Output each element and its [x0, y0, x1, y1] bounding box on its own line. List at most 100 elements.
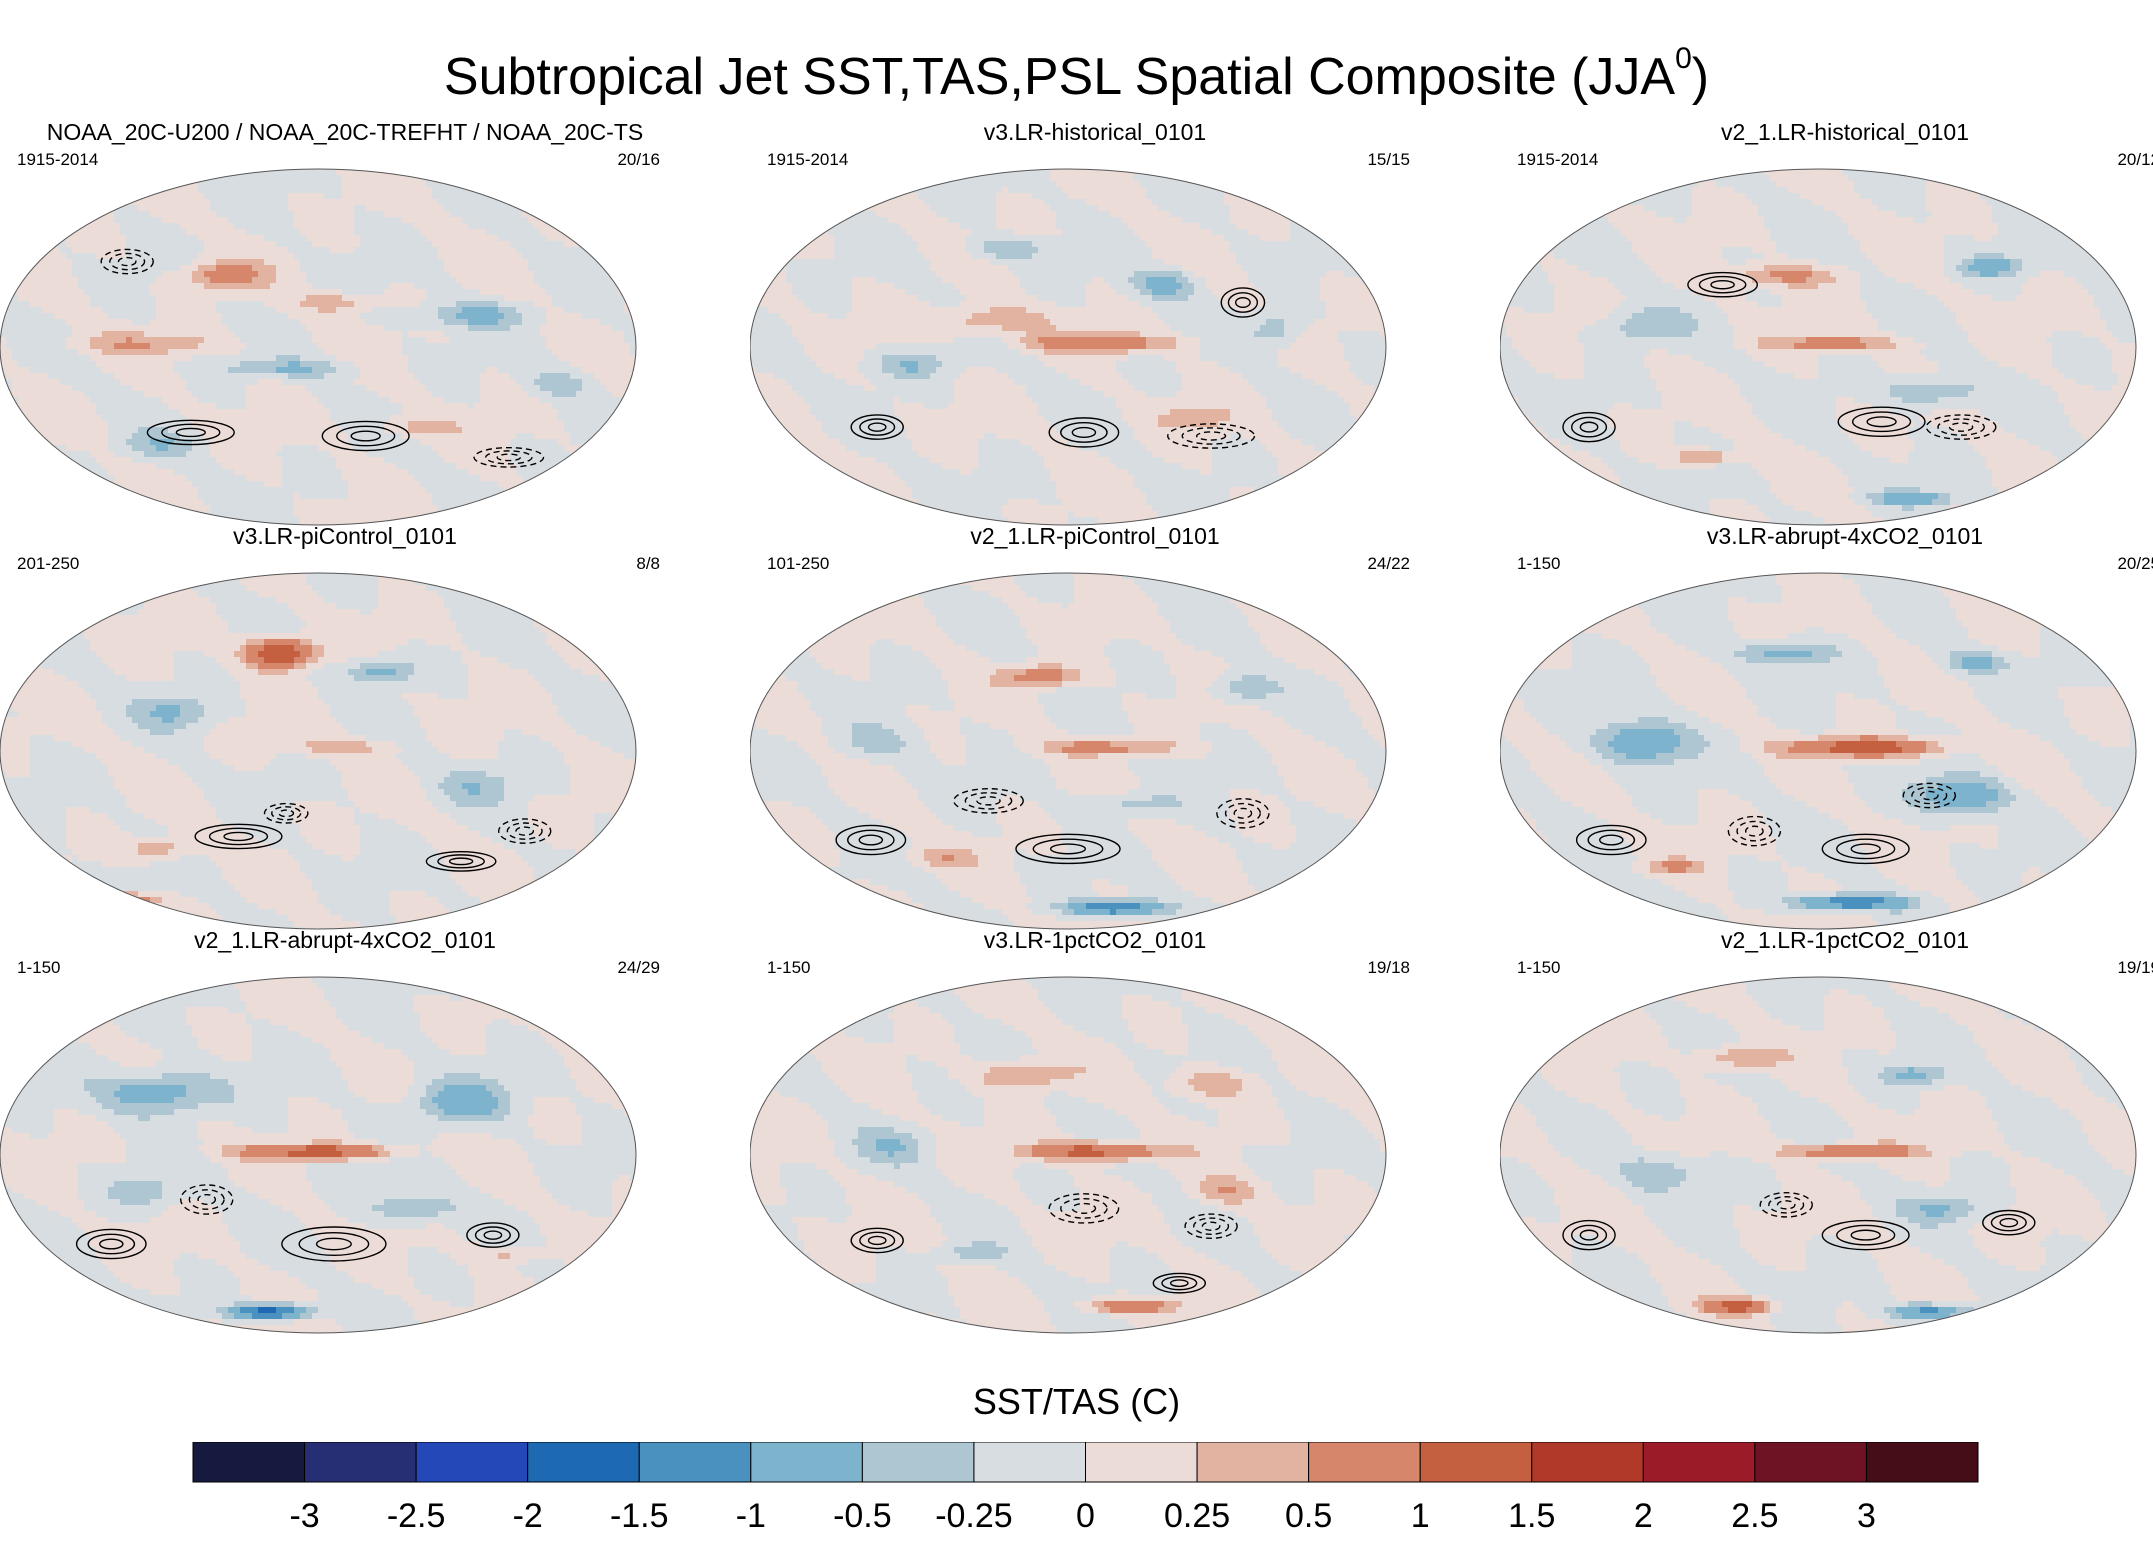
sst-tas-cell: [0, 175, 7, 182]
sst-tas-cell: [354, 235, 361, 242]
sst-tas-cell: [138, 421, 145, 428]
sst-tas-cell: [630, 199, 636, 206]
sst-tas-cell: [534, 247, 541, 254]
sst-tas-cell: [540, 223, 547, 230]
sst-tas-cell: [102, 367, 109, 374]
sst-tas-cell: [570, 367, 577, 374]
sst-tas-cell: [294, 283, 301, 290]
sst-tas-cell: [402, 367, 409, 374]
sst-tas-cell: [78, 259, 85, 266]
sst-tas-cell: [48, 169, 55, 176]
sst-tas-cell: [486, 361, 493, 368]
sst-tas-cell: [258, 283, 265, 290]
sst-tas-cell: [288, 205, 295, 212]
sst-tas-cell: [330, 373, 337, 380]
sst-tas-cell: [426, 367, 433, 374]
sst-tas-cell: [276, 205, 283, 212]
sst-tas-cell: [606, 217, 613, 224]
sst-tas-cell: [300, 271, 307, 278]
sst-tas-cell: [558, 433, 565, 440]
sst-tas-cell: [528, 355, 535, 362]
sst-tas-cell: [246, 343, 253, 350]
sst-tas-cell: [498, 199, 505, 206]
sst-tas-cell: [276, 259, 283, 266]
sst-tas-cell: [618, 325, 625, 332]
sst-tas-cell: [492, 349, 499, 356]
sst-tas-cell: [30, 313, 37, 320]
sst-tas-cell: [606, 181, 613, 188]
sst-tas-cell: [336, 349, 343, 356]
sst-tas-cell: [612, 433, 619, 440]
sst-tas-cell: [594, 301, 601, 308]
sst-tas-cell: [504, 187, 511, 194]
sst-tas-cell: [570, 205, 577, 212]
sst-tas-cell: [180, 259, 187, 266]
figure-title-text: Subtropical Jet SST,TAS,PSL Spatial Comp…: [444, 48, 1675, 106]
sst-tas-cell: [252, 259, 259, 266]
sst-tas-cell: [552, 199, 559, 206]
sst-tas-cell: [534, 289, 541, 296]
sst-tas-cell: [456, 349, 463, 356]
sst-tas-cell: [138, 169, 145, 176]
sst-tas-cell: [108, 421, 115, 428]
sst-tas-cell: [72, 319, 79, 326]
sst-tas-cell: [24, 379, 31, 386]
sst-tas-cell: [180, 205, 187, 212]
sst-tas-cell: [438, 445, 445, 452]
sst-tas-cell: [612, 289, 619, 296]
sst-tas-cell: [540, 265, 547, 272]
sst-tas-cell: [84, 313, 91, 320]
sst-tas-cell: [540, 439, 547, 446]
sst-tas-cell: [570, 277, 577, 284]
sst-tas-cell: [12, 247, 19, 254]
sst-tas-cell: [612, 337, 619, 344]
sst-tas-cell: [36, 331, 43, 338]
sst-tas-cell: [630, 295, 636, 302]
sst-tas-cell: [144, 265, 151, 272]
sst-tas-cell: [120, 211, 127, 218]
sst-tas-cell: [612, 349, 619, 356]
sst-tas-cell: [240, 211, 247, 218]
sst-tas-cell: [210, 289, 217, 296]
sst-tas-cell: [522, 445, 529, 452]
sst-tas-cell: [342, 325, 349, 332]
sst-tas-cell: [84, 223, 91, 230]
sst-tas-cell: [408, 277, 415, 284]
sst-tas-cell: [546, 235, 553, 242]
sst-tas-cell: [450, 193, 457, 200]
sst-tas-cell: [558, 247, 565, 254]
sst-tas-cell: [0, 253, 7, 260]
sst-tas-cell: [528, 241, 535, 248]
sst-tas-cell: [42, 271, 49, 278]
sst-tas-cell: [558, 289, 565, 296]
sst-tas-cell: [108, 319, 115, 326]
sst-tas-cell: [348, 355, 355, 362]
sst-tas-cell: [372, 283, 379, 290]
sst-tas-cell: [108, 271, 115, 278]
sst-tas-cell: [420, 337, 427, 344]
sst-tas-cell: [510, 229, 517, 236]
sst-tas-cell: [456, 325, 463, 332]
sst-tas-cell: [624, 361, 631, 368]
sst-tas-cell: [528, 325, 535, 332]
sst-tas-cell: [30, 253, 37, 260]
sst-tas-cell: [588, 295, 595, 302]
sst-tas-cell: [426, 355, 433, 362]
sst-tas-cell: [438, 325, 445, 332]
sst-tas-cell: [240, 223, 247, 230]
sst-tas-cell: [282, 235, 289, 242]
sst-tas-cell: [606, 439, 613, 446]
sst-tas-cell: [432, 421, 439, 428]
sst-tas-cell: [468, 349, 475, 356]
sst-tas-cell: [156, 337, 163, 344]
sst-tas-cell: [282, 271, 289, 278]
sst-tas-cell: [12, 379, 19, 386]
sst-tas-cell: [6, 409, 13, 416]
sst-tas-cell: [366, 343, 373, 350]
sst-tas-cell: [270, 205, 277, 212]
sst-tas-cell: [486, 421, 493, 428]
sst-tas-cell: [372, 223, 379, 230]
sst-tas-cell: [204, 379, 211, 386]
sst-tas-cell: [546, 355, 553, 362]
sst-tas-cell: [402, 277, 409, 284]
